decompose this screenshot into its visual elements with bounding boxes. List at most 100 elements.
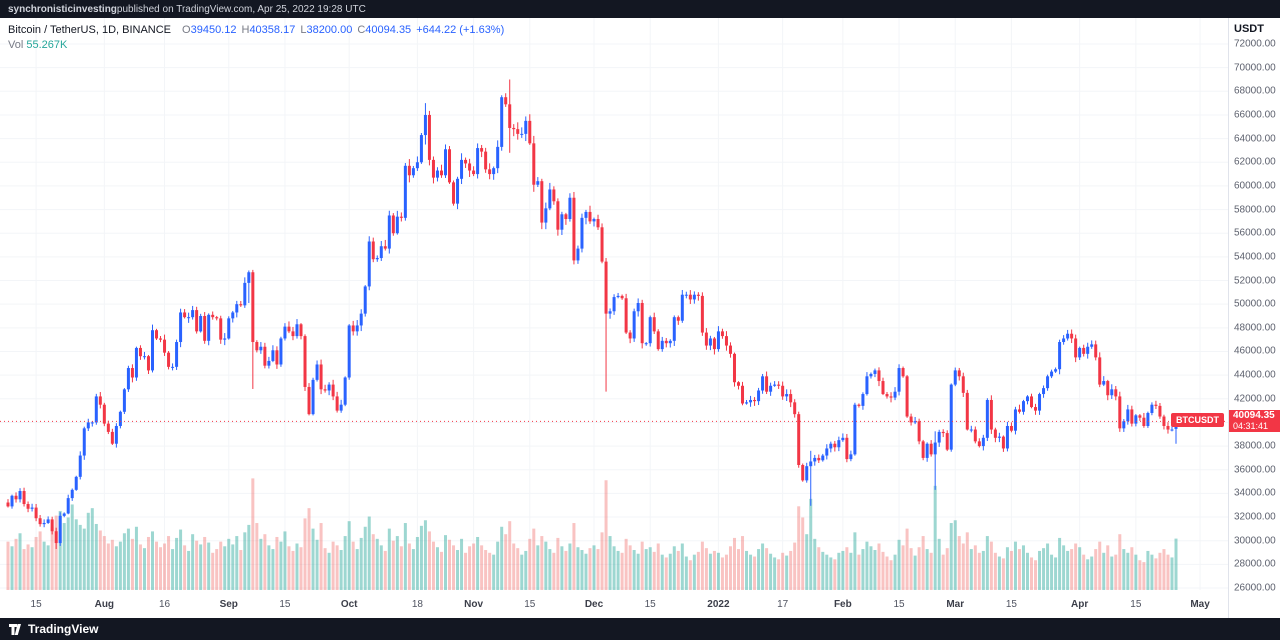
volume-bar: [993, 552, 997, 590]
volume-bar: [712, 550, 716, 590]
symbol-title[interactable]: Bitcoin / TetherUS, 1D, BINANCE: [8, 24, 172, 36]
price-axis-label: 52000.00: [1234, 275, 1276, 287]
volume-bar: [159, 547, 163, 590]
time-axis-month-label: Aug: [94, 599, 115, 610]
candle-body: [913, 421, 917, 423]
tradingview-wordmark[interactable]: TradingView: [28, 622, 99, 636]
volume-bar: [1046, 543, 1050, 590]
volume-bar: [869, 546, 873, 590]
time-axis[interactable]: 15 Aug 16 Sep 15 Oct 18 Nov 15 Dec 15 2022 17 Feb 15 Ma…: [0, 596, 1228, 618]
volume-bar: [323, 548, 327, 590]
volume-bar: [1062, 545, 1066, 590]
candle-body: [616, 295, 620, 298]
candle-body: [303, 336, 307, 387]
volume-bar: [1082, 554, 1086, 590]
volume-bar: [881, 551, 885, 590]
candle-body: [215, 317, 219, 319]
candle-body: [167, 352, 171, 367]
candle-body: [118, 411, 122, 426]
volume-bar: [700, 541, 704, 590]
candle-body: [512, 127, 516, 130]
candle-body: [769, 385, 773, 392]
volume-bar: [961, 543, 965, 590]
volume-bar: [1025, 552, 1029, 590]
volume-bar: [1146, 550, 1150, 590]
bar-countdown: 04:31:41: [1233, 421, 1269, 432]
volume-bar: [6, 541, 10, 590]
volume-bar: [167, 536, 171, 590]
price-axis-label: 62000.00: [1234, 156, 1276, 168]
volume-bar: [26, 544, 30, 590]
candle-body: [652, 317, 656, 332]
volume-bar: [146, 536, 150, 590]
candle-body: [347, 325, 351, 378]
volume-bar: [753, 556, 757, 590]
candle-body: [259, 346, 263, 351]
volume-bar: [757, 549, 761, 590]
candle-body: [692, 294, 696, 300]
price-axis-label: 56000.00: [1234, 227, 1276, 239]
candle-body: [548, 189, 552, 209]
price-axis-label: 30000.00: [1234, 535, 1276, 547]
candle-body: [540, 181, 544, 223]
time-axis-day-label: 17: [777, 599, 789, 610]
candle-body: [973, 429, 977, 442]
time-axis-day-label: 15: [30, 599, 42, 610]
candle-body: [1142, 417, 1146, 426]
candle-body: [648, 317, 652, 344]
candle-body: [42, 522, 46, 525]
volume-bar: [375, 538, 379, 590]
volume-bar: [1005, 547, 1009, 590]
candle-body: [150, 330, 154, 371]
candle-body: [6, 502, 10, 507]
volume-bar: [612, 546, 616, 590]
volume-bar: [331, 541, 335, 590]
price-axis[interactable]: USDT 72000.00 70000.00 68000.00 66000.00 640…: [1228, 18, 1280, 618]
price-axis-label: 66000.00: [1234, 109, 1276, 121]
volume-bar: [1106, 545, 1110, 590]
current-price: 40094.35: [1233, 410, 1275, 422]
candle-body: [30, 507, 34, 509]
volume-bar: [448, 539, 452, 590]
volume-bar: [351, 541, 355, 590]
tradingview-logo-icon[interactable]: [8, 622, 23, 636]
volume-bar: [379, 545, 383, 590]
candle-body: [1106, 381, 1110, 396]
candle-body: [1058, 342, 1062, 370]
volume-bar: [945, 548, 949, 590]
candle-body: [1021, 401, 1025, 412]
volume-bar: [1013, 541, 1017, 590]
candle-body: [817, 457, 821, 461]
volume-bar: [319, 523, 323, 590]
candle-body: [604, 261, 608, 314]
candle-body: [857, 404, 861, 406]
candlestick-chart[interactable]: [0, 18, 1228, 618]
candle-body: [335, 396, 339, 411]
volume-bar: [255, 523, 259, 590]
volume-bar: [1086, 559, 1090, 590]
candle-body: [331, 384, 335, 397]
candle-body: [1102, 381, 1106, 385]
volume-bar: [504, 534, 508, 590]
volume-bar: [90, 508, 94, 590]
candle-body: [130, 368, 134, 378]
volume-bar: [335, 545, 339, 590]
candle-body: [849, 454, 853, 460]
high-label: H: [241, 24, 250, 36]
high-value: 40358.17: [249, 24, 296, 36]
candle-body: [949, 384, 953, 450]
candle-body: [307, 386, 311, 415]
volume-bar: [1054, 557, 1058, 590]
volume-bar: [1042, 548, 1046, 590]
candle-body: [716, 331, 720, 350]
volume-bar: [399, 546, 403, 590]
volume-bar: [38, 531, 42, 590]
candle-body: [239, 304, 243, 306]
candle-body: [195, 310, 199, 332]
volume-bar: [383, 550, 387, 590]
volume-bar: [741, 536, 745, 590]
volume-bar: [94, 523, 98, 590]
candle-body: [552, 189, 556, 202]
candle-body: [901, 368, 905, 377]
candle-body: [1017, 409, 1021, 412]
